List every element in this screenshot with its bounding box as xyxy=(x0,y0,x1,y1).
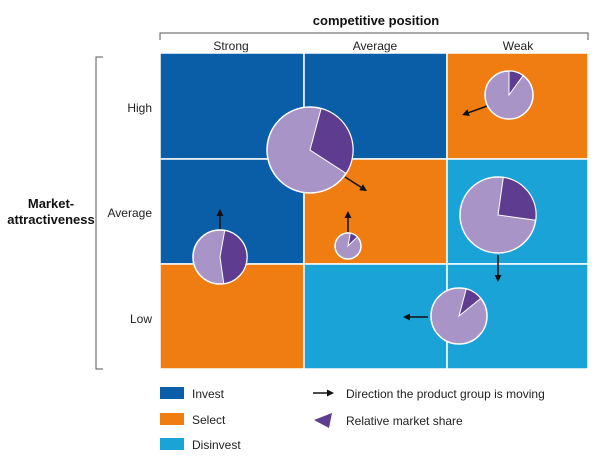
direction-arrow-head-6 xyxy=(403,313,410,321)
legend-label-disinvest: Disinvest xyxy=(192,438,241,452)
product-group-5 xyxy=(459,176,537,282)
direction-arrow-line-2 xyxy=(344,176,362,188)
product-group-4 xyxy=(334,211,362,260)
product-group-3 xyxy=(192,209,248,285)
row-header-low: Low xyxy=(130,312,152,326)
column-header-average: Average xyxy=(353,39,398,53)
direction-arrow-head-4 xyxy=(344,211,352,218)
arrow-icon xyxy=(313,389,334,397)
direction-arrow-head-3 xyxy=(216,209,224,216)
direction-arrow-head-5 xyxy=(494,275,502,282)
legend-label-invest: Invest xyxy=(192,387,225,401)
column-header-weak: Weak xyxy=(503,39,534,53)
market-share-wedge-1 xyxy=(508,70,524,97)
direction-arrow-head-2 xyxy=(359,184,367,191)
legend-swatch-invest xyxy=(160,387,184,399)
competitive-position-axis-title: competitive position xyxy=(313,13,439,28)
market-share-wedge-5 xyxy=(497,176,537,221)
left-axis-bracket xyxy=(95,56,103,370)
row-header-high: High xyxy=(127,101,152,115)
market-share-wedge-4 xyxy=(347,232,359,248)
top-axis-bracket xyxy=(159,32,589,40)
column-header-strong: Strong xyxy=(213,39,248,53)
market-attractiveness-title-line-2: attractiveness xyxy=(7,212,94,227)
wedge-icon xyxy=(314,413,332,428)
legend-label-market-share: Relative market share xyxy=(346,414,463,428)
direction-arrow-line-1 xyxy=(468,104,491,114)
product-group-6 xyxy=(403,287,488,345)
legend: Invest Select Disinvest Direction the pr… xyxy=(160,387,545,452)
legend-label-select: Select xyxy=(192,413,226,427)
product-group-2 xyxy=(266,106,367,194)
row-header-average: Average xyxy=(108,206,153,220)
legend-label-direction: Direction the product group is moving xyxy=(346,387,545,401)
product-group-markers xyxy=(192,70,537,345)
legend-swatch-select xyxy=(160,413,184,425)
market-attractiveness-title-line-1: Market- xyxy=(28,196,74,211)
market-share-wedge-2 xyxy=(309,107,354,175)
product-group-1 xyxy=(462,70,534,120)
legend-swatch-disinvest xyxy=(160,438,184,450)
direction-arrow-head-1 xyxy=(462,109,470,116)
market-share-wedge-6 xyxy=(458,288,482,318)
market-share-wedge-3 xyxy=(219,229,248,285)
